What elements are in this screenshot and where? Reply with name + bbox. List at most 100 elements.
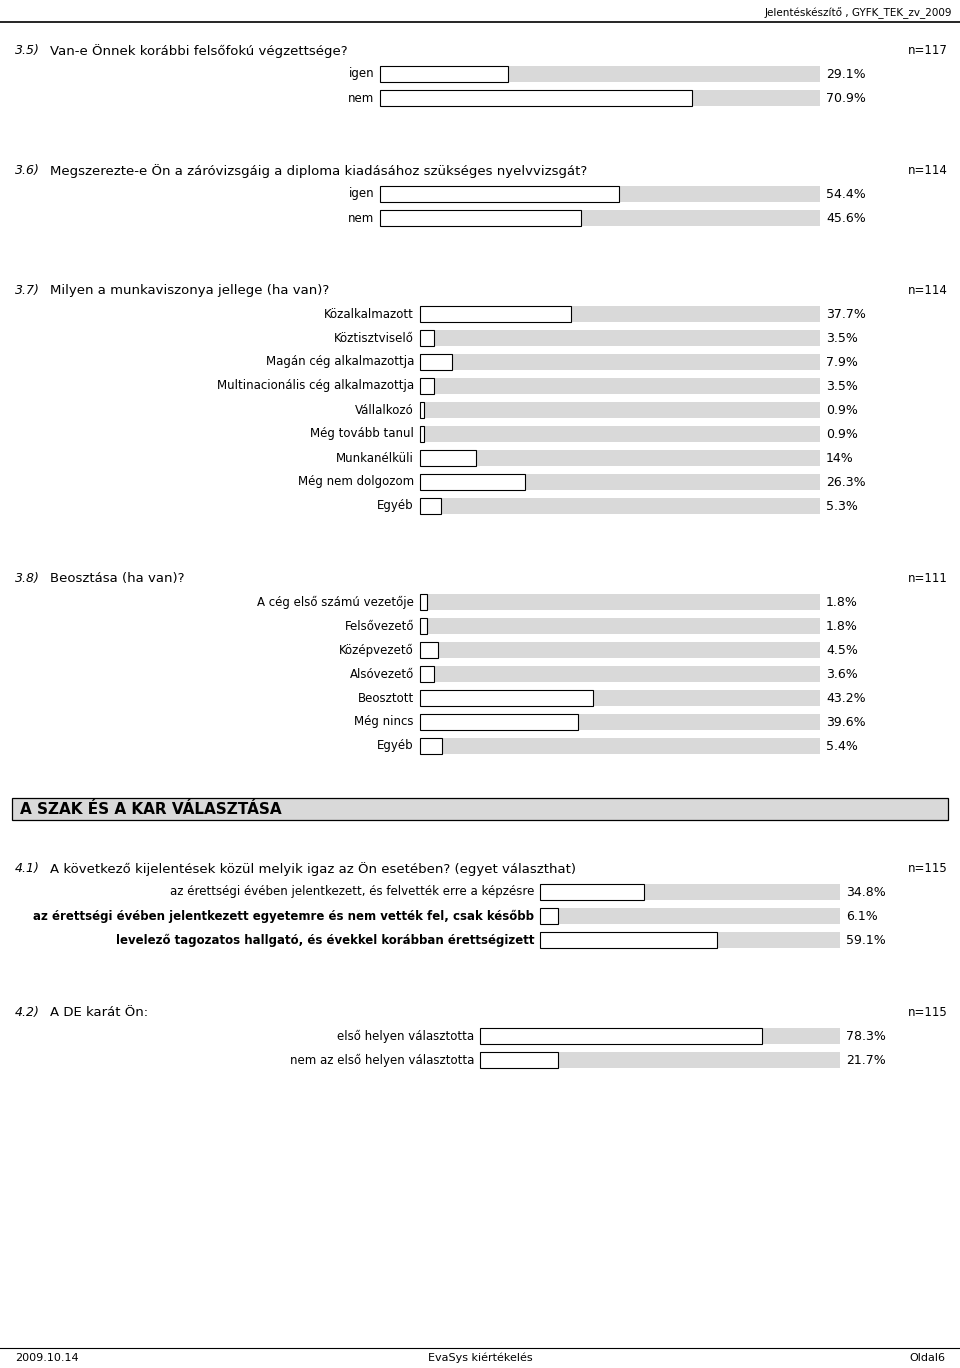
Text: EvaSys kiértékelés: EvaSys kiértékelés (428, 1353, 532, 1364)
Bar (420, 714, 578, 731)
Bar (420, 666, 434, 683)
Text: Középvezető: Középvezető (339, 643, 414, 657)
Bar (420, 425, 423, 442)
Bar (540, 908, 840, 923)
Text: 4.1): 4.1) (15, 862, 40, 876)
Bar (420, 473, 525, 490)
Text: 3.5%: 3.5% (826, 331, 858, 345)
Text: 3.6): 3.6) (15, 164, 40, 176)
Bar (420, 378, 820, 394)
Bar (480, 1052, 840, 1068)
Bar (380, 66, 508, 82)
Text: Közalkalmazott: Közalkalmazott (324, 308, 414, 320)
Text: n=114: n=114 (908, 285, 948, 297)
Text: Munkanélküli: Munkanélküli (336, 451, 414, 465)
Text: 3.5): 3.5) (15, 44, 40, 57)
Text: 34.8%: 34.8% (846, 885, 886, 899)
Text: n=115: n=115 (908, 862, 948, 876)
Text: Felsővezető: Felsővezető (345, 620, 414, 632)
Text: 1.8%: 1.8% (826, 595, 858, 609)
Bar (380, 186, 619, 202)
Bar (420, 498, 442, 514)
Text: 43.2%: 43.2% (826, 691, 866, 705)
Text: 4.5%: 4.5% (826, 643, 858, 657)
Text: Multinacionális cég alkalmazottja: Multinacionális cég alkalmazottja (217, 379, 414, 393)
Bar (420, 714, 820, 731)
Bar (420, 618, 427, 633)
Text: nem: nem (348, 212, 374, 224)
Bar (420, 330, 434, 346)
Text: 3.8): 3.8) (15, 572, 40, 586)
Bar (480, 1027, 840, 1044)
Text: Még tovább tanul: Még tovább tanul (310, 427, 414, 440)
Text: A DE karát Ön:: A DE karát Ön: (50, 1005, 148, 1019)
Text: 78.3%: 78.3% (846, 1030, 886, 1042)
Bar (420, 642, 820, 658)
Bar (420, 450, 476, 466)
Text: A SZAK ÉS A KAR VÁLASZTÁSA: A SZAK ÉS A KAR VÁLASZTÁSA (20, 802, 281, 817)
Bar (420, 473, 820, 490)
Text: 0.9%: 0.9% (826, 427, 858, 440)
Bar (420, 330, 820, 346)
Text: A következő kijelentések közül melyik igaz az Ön esetében? (egyet választhat): A következő kijelentések közül melyik ig… (50, 862, 576, 876)
Bar (380, 211, 581, 226)
Text: n=111: n=111 (908, 572, 948, 586)
Text: Van-e Önnek korábbi felsőfokú végzettsége?: Van-e Önnek korábbi felsőfokú végzettség… (50, 44, 348, 57)
Text: nem: nem (348, 92, 374, 104)
Bar (380, 66, 820, 82)
Text: 54.4%: 54.4% (826, 187, 866, 201)
Text: 39.6%: 39.6% (826, 715, 866, 729)
Text: A cég első számú vezetője: A cég első számú vezetője (257, 595, 414, 609)
Bar (480, 1027, 762, 1044)
Bar (420, 642, 438, 658)
Text: 14%: 14% (826, 451, 853, 465)
Text: Magán cég alkalmazottja: Magán cég alkalmazottja (266, 356, 414, 368)
Text: az érettségi évében jelentkezett egyetemre és nem vették fel, csak később: az érettségi évében jelentkezett egyetem… (33, 910, 534, 922)
Text: Köztisztviselő: Köztisztviselő (334, 331, 414, 345)
Bar (420, 618, 820, 633)
Text: levelező tagozatos hallgató, és évekkel korábban érettségizett: levelező tagozatos hallgató, és évekkel … (115, 933, 534, 947)
Text: 3.6%: 3.6% (826, 668, 857, 680)
Text: 45.6%: 45.6% (826, 212, 866, 224)
Text: 70.9%: 70.9% (826, 92, 866, 104)
Bar (540, 884, 644, 900)
Text: igen: igen (348, 187, 374, 201)
Bar (380, 186, 820, 202)
Bar (420, 666, 820, 683)
Text: 0.9%: 0.9% (826, 404, 858, 416)
Bar (480, 1052, 558, 1068)
Bar (540, 932, 840, 948)
Text: Még nincs: Még nincs (354, 715, 414, 729)
Bar (420, 402, 820, 419)
Text: 21.7%: 21.7% (846, 1053, 886, 1067)
Text: 37.7%: 37.7% (826, 308, 866, 320)
Text: Alsóvezető: Alsóvezető (349, 668, 414, 680)
Text: első helyen választotta: első helyen választotta (337, 1030, 474, 1042)
Bar (420, 378, 434, 394)
Text: Vállalkozó: Vállalkozó (355, 404, 414, 416)
Text: Megszerezte-e Ön a záróvizsgáig a diploma kiadásához szükséges nyelvvizsgát?: Megszerezte-e Ön a záróvizsgáig a diplom… (50, 164, 588, 178)
Bar (420, 594, 427, 610)
Text: 4.2): 4.2) (15, 1005, 40, 1019)
Bar (420, 689, 592, 706)
Bar (420, 737, 820, 754)
Bar (420, 306, 820, 321)
Text: az érettségi évében jelentkezett, és felvették erre a képzésre: az érettségi évében jelentkezett, és fel… (170, 885, 534, 899)
Text: 5.3%: 5.3% (826, 499, 858, 513)
Text: 3.7): 3.7) (15, 285, 40, 297)
Bar (12, 798, 948, 819)
Bar (540, 932, 717, 948)
Text: n=115: n=115 (908, 1005, 948, 1019)
Text: 3.5%: 3.5% (826, 379, 858, 393)
Text: Beosztása (ha van)?: Beosztása (ha van)? (50, 572, 184, 586)
Bar (420, 354, 820, 369)
Text: Még nem dolgozom: Még nem dolgozom (298, 476, 414, 488)
Text: 2009.10.14: 2009.10.14 (15, 1353, 79, 1363)
Text: Egyéb: Egyéb (377, 499, 414, 513)
Text: n=117: n=117 (908, 44, 948, 57)
Bar (420, 594, 820, 610)
Text: 7.9%: 7.9% (826, 356, 858, 368)
Bar (420, 402, 423, 419)
Text: 59.1%: 59.1% (846, 933, 886, 947)
Bar (540, 908, 559, 923)
